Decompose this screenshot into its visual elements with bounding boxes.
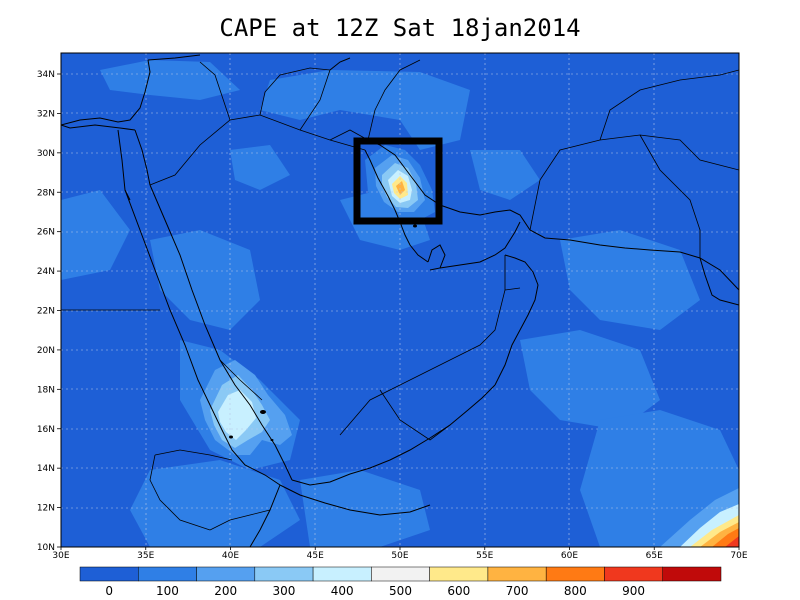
lat-tick-label: 34N <box>37 70 55 80</box>
lon-tick-label: 35E <box>137 551 154 561</box>
colorbar-swatch <box>138 566 197 582</box>
colorbar-label: 800 <box>564 584 587 598</box>
lat-tick-label: 14N <box>37 464 55 474</box>
colorbar-label: 400 <box>331 584 354 598</box>
colorbar-swatch <box>487 566 547 582</box>
colorbar-label: 700 <box>506 584 529 598</box>
lon-tick-label: 70E <box>730 551 747 561</box>
country-borders <box>61 59 739 531</box>
colorbar-label: 100 <box>156 584 179 598</box>
colorbar-swatch <box>312 566 372 582</box>
map-title: CAPE at 12Z Sat 18jan2014 <box>219 14 581 42</box>
lat-tick-label: 10N <box>37 543 55 553</box>
colorbar-label: 900 <box>622 584 645 598</box>
longitude-tick-labels: 30E 35E 40E 45E 50E 55E 60E 65E 70E <box>52 547 748 561</box>
colorbar-swatch <box>79 566 139 582</box>
colorbar-swatch <box>371 566 430 582</box>
colorbar-swatch <box>662 566 722 582</box>
coastlines <box>61 54 739 547</box>
lat-tick-label: 30N <box>37 149 55 159</box>
lon-tick-label: 50E <box>391 551 408 561</box>
lon-tick-label: 65E <box>646 551 663 561</box>
colorbar: 0 100 200 300 400 500 600 700 800 900 <box>79 566 722 598</box>
lat-tick-label: 20N <box>37 346 55 356</box>
lon-tick-label: 55E <box>476 551 493 561</box>
colorbar-label: 600 <box>447 584 470 598</box>
lat-tick-label: 32N <box>37 109 55 119</box>
lon-tick-label: 30E <box>52 551 69 561</box>
colorbar-label: 300 <box>273 584 296 598</box>
cape-maximum-arabian-sea <box>660 488 739 547</box>
lon-tick-label: 60E <box>561 551 578 561</box>
colorbar-label: 200 <box>214 584 237 598</box>
colorbar-swatch <box>545 566 605 582</box>
latitude-tick-labels: 10N 12N 14N 16N 18N 20N 22N 24N 26N 28N 30N 32N 34N <box>37 70 61 553</box>
islands <box>229 224 417 441</box>
colorbar-swatch <box>196 566 256 582</box>
highlight-box <box>353 137 443 225</box>
lat-tick-label: 18N <box>37 385 55 395</box>
lat-tick-label: 16N <box>37 425 55 435</box>
colorbar-label: 500 <box>389 584 412 598</box>
lat-tick-label: 26N <box>37 228 55 238</box>
lat-tick-label: 12N <box>37 504 55 514</box>
lat-tick-label: 24N <box>37 267 55 277</box>
cape-field <box>61 53 739 547</box>
cape-level-100 <box>61 60 739 547</box>
lat-tick-label: 22N <box>37 307 55 317</box>
colorbar-swatch <box>429 566 489 582</box>
colorbar-swatch <box>254 566 314 582</box>
colorbar-swatch <box>604 566 663 582</box>
colorbar-label: 0 <box>105 584 113 598</box>
lon-tick-label: 45E <box>307 551 324 561</box>
graticule <box>61 53 739 547</box>
lat-tick-label: 28N <box>37 188 55 198</box>
cape-maximum-red-sea <box>200 360 292 455</box>
lon-tick-label: 40E <box>222 551 239 561</box>
